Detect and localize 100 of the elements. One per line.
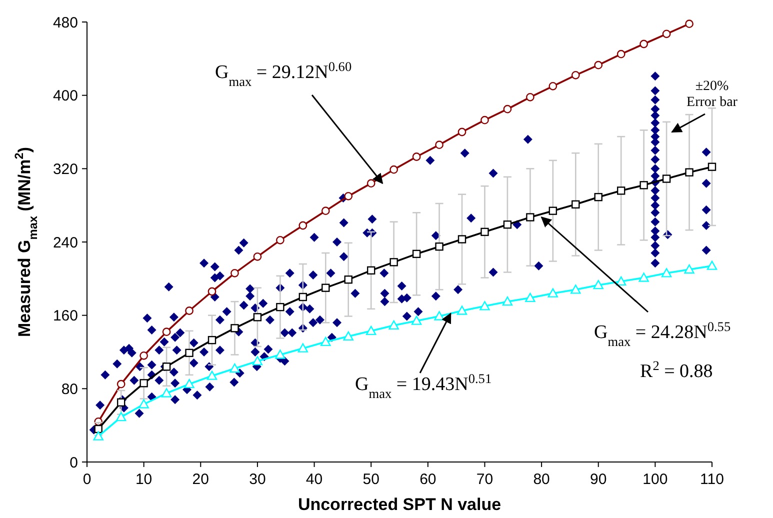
x-tick-label: 10 <box>135 471 152 488</box>
point <box>684 264 694 274</box>
point <box>322 284 330 292</box>
annotation: G$_{max}$ = 24.28N$^{0.55}$ <box>594 318 731 348</box>
point <box>253 313 262 322</box>
x-tick-label: 110 <box>700 471 724 488</box>
point <box>93 431 104 440</box>
point <box>456 306 468 315</box>
point <box>253 252 262 261</box>
point <box>503 220 512 229</box>
point <box>502 296 513 306</box>
point <box>662 30 671 38</box>
x-tick-label: 20 <box>192 471 209 488</box>
x-tick-label: 60 <box>420 471 436 488</box>
y-tick-label: 480 <box>52 14 78 32</box>
point <box>252 356 263 366</box>
point <box>116 412 126 422</box>
x-tick-label: 40 <box>306 471 323 488</box>
x-tick-label: 80 <box>533 471 550 488</box>
point <box>230 268 239 278</box>
x-axis-title: Uncorrected SPT N value <box>298 495 502 514</box>
point <box>412 250 421 258</box>
point <box>708 162 716 171</box>
point <box>594 192 602 202</box>
point <box>230 324 239 332</box>
x-tick-label: 90 <box>590 471 607 488</box>
y-tick-label: 0 <box>70 454 78 472</box>
point <box>140 351 148 360</box>
y-tick-label: 160 <box>52 308 78 325</box>
point <box>458 235 466 244</box>
point <box>185 306 194 315</box>
point <box>616 50 626 58</box>
point <box>435 140 444 150</box>
point <box>640 40 648 48</box>
point <box>206 370 218 380</box>
point <box>116 380 126 388</box>
y-tick-label: 400 <box>52 88 78 105</box>
y-tick-label: 320 <box>52 160 78 178</box>
point <box>411 316 422 325</box>
point <box>593 280 604 290</box>
point <box>276 236 284 244</box>
point <box>390 258 398 266</box>
point <box>548 288 558 298</box>
point <box>480 116 489 124</box>
annotation: G$_{max}$ = 19.43N$^{0.51}$ <box>355 370 492 400</box>
point <box>480 228 489 236</box>
point <box>390 165 398 174</box>
point <box>344 275 352 284</box>
point <box>138 399 149 408</box>
annotation: G$_{max}$ = 29.12N$^{0.60}$ <box>215 58 352 88</box>
point <box>366 326 376 336</box>
point <box>526 92 534 102</box>
annotation: R$^{2}$ = 0.88 <box>640 358 713 382</box>
point <box>161 388 172 398</box>
x-tick-label: 70 <box>476 471 494 488</box>
point <box>94 424 102 434</box>
point <box>276 302 284 312</box>
point <box>298 343 308 352</box>
point <box>548 82 558 90</box>
y-tick-label: 80 <box>61 380 78 398</box>
point <box>570 284 581 294</box>
point <box>275 350 286 359</box>
point <box>458 128 466 136</box>
point <box>208 336 216 344</box>
point <box>344 192 353 200</box>
point <box>366 266 376 275</box>
x-tick-label: 0 <box>82 471 92 488</box>
point <box>685 20 694 28</box>
point <box>140 379 148 388</box>
point <box>662 174 671 183</box>
point <box>685 168 694 176</box>
point <box>548 206 558 215</box>
point <box>571 70 580 80</box>
point <box>412 152 421 161</box>
point <box>298 292 308 302</box>
point <box>503 104 512 114</box>
point <box>638 272 649 282</box>
point <box>661 268 672 278</box>
x-tick-label: 100 <box>642 471 668 488</box>
point <box>526 213 534 222</box>
point <box>594 60 603 70</box>
point <box>162 328 171 336</box>
point <box>434 311 444 320</box>
point <box>572 200 580 209</box>
point <box>230 363 240 373</box>
point <box>525 292 536 302</box>
x-tick-label: 30 <box>249 471 266 488</box>
point <box>343 331 354 341</box>
point <box>706 260 718 270</box>
point <box>616 186 626 195</box>
point <box>480 301 490 310</box>
x-tick-label: 50 <box>362 471 380 488</box>
point <box>184 378 194 388</box>
annotation: ±20% Error bar <box>686 79 738 110</box>
y-tick-label: 240 <box>52 234 78 252</box>
point <box>208 287 216 296</box>
point <box>298 221 308 230</box>
point <box>640 181 648 190</box>
point <box>435 242 444 251</box>
point <box>320 336 331 346</box>
